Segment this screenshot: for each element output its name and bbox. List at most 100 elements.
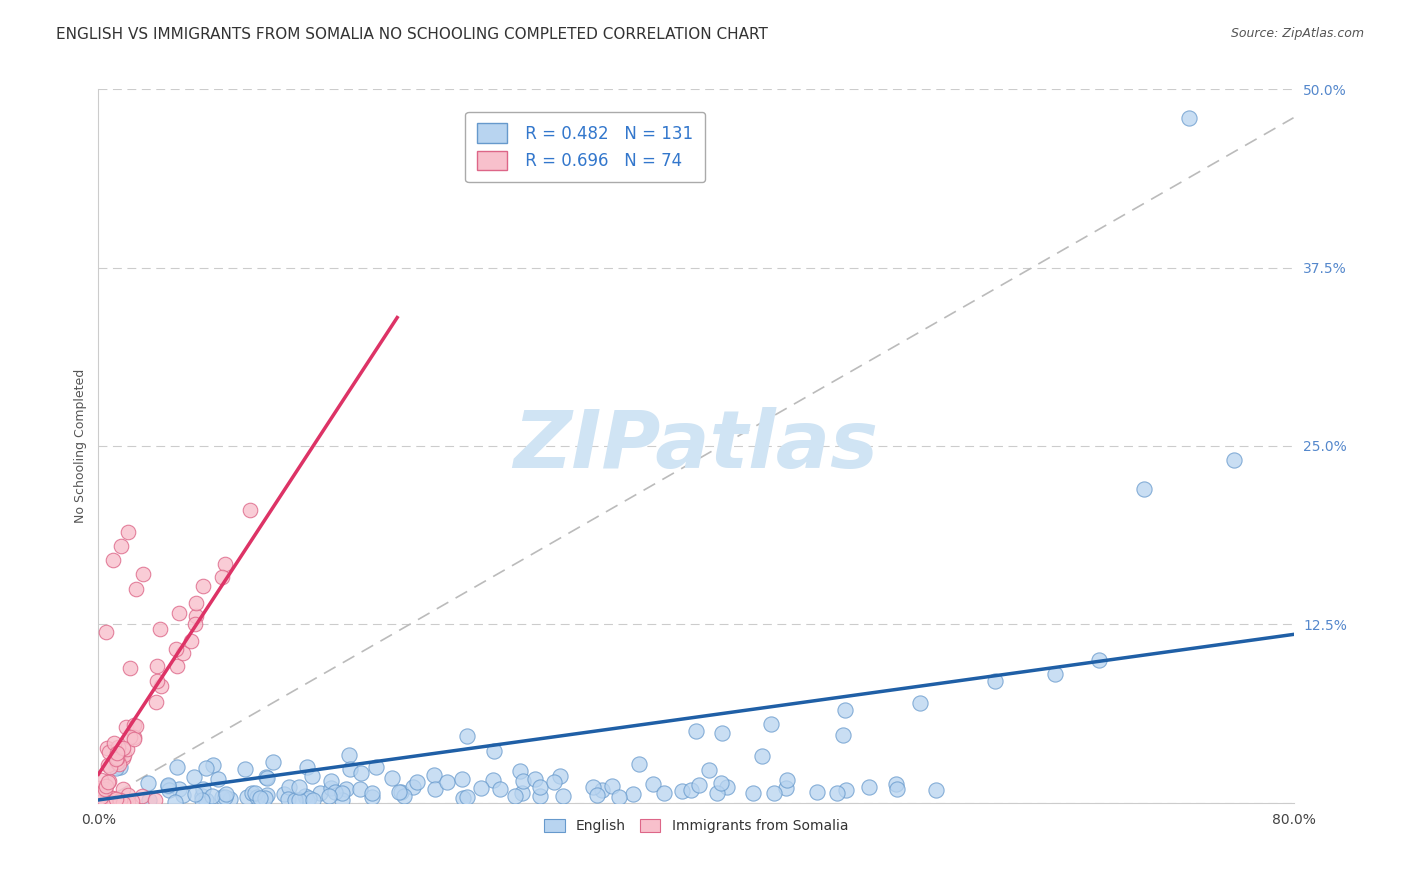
Point [156,779,179,793]
Point [273,787,295,801]
Point [716,780,738,794]
Point [87,781,110,796]
Point [423,781,446,796]
Point [136,776,159,790]
Point [628,756,651,771]
Point [886,781,908,796]
Point [489,782,512,797]
Point [112,796,135,810]
Point [90,788,112,802]
Point [806,785,828,799]
Point [97,774,120,789]
Point [191,782,214,797]
Point [219,792,242,806]
Point [125,582,148,596]
Point [456,789,478,804]
Point [169,606,191,620]
Point [131,789,153,803]
Point [149,622,172,636]
Point [335,781,357,796]
Point [103,736,125,750]
Point [775,780,797,795]
Point [858,780,880,794]
Point [118,661,141,675]
Point [214,789,236,804]
Point [543,775,565,789]
Point [548,769,571,783]
Point [191,789,214,804]
Point [108,760,131,774]
Point [1223,453,1246,467]
Point [1133,482,1156,496]
Point [451,772,474,787]
Point [553,789,575,804]
Point [150,680,173,694]
Point [388,785,411,799]
Point [122,730,145,744]
Point [156,779,179,793]
Point [96,779,118,793]
Point [103,553,125,567]
Point [108,753,131,767]
Point [323,785,346,799]
Point [253,791,276,805]
Point [482,772,505,787]
Point [239,503,262,517]
Point [96,741,118,756]
Point [101,790,124,805]
Point [90,796,112,810]
Point [97,757,120,772]
Point [165,641,187,656]
Point [509,764,531,778]
Point [256,788,278,802]
Point [104,792,127,806]
Point [360,786,382,800]
Point [389,785,412,799]
Point [321,780,343,795]
Point [262,755,284,769]
Point [402,780,425,794]
Point [685,724,707,739]
Point [681,783,703,797]
Point [117,741,139,756]
Point [125,719,148,733]
Point [330,793,353,807]
Point [350,765,373,780]
Point [884,776,907,790]
Point [233,762,256,776]
Point [89,792,111,806]
Point [98,745,121,759]
Point [825,786,848,800]
Point [512,774,534,789]
Point [908,696,931,710]
Point [254,770,277,784]
Point [89,795,111,809]
Point [423,768,446,782]
Point [172,788,194,802]
Point [111,794,134,808]
Point [98,795,121,809]
Point [105,750,128,764]
Point [124,718,146,732]
Point [163,795,186,809]
Point [172,646,194,660]
Point [108,793,131,807]
Point [582,780,605,794]
Point [186,608,208,623]
Point [117,524,139,539]
Point [94,795,117,809]
Point [240,786,263,800]
Point [278,780,301,795]
Point [456,729,478,743]
Point [1178,111,1201,125]
Point [98,760,121,774]
Point [349,781,371,796]
Point [295,760,318,774]
Point [115,795,138,809]
Point [191,793,214,807]
Point [405,775,427,789]
Text: Source: ZipAtlas.com: Source: ZipAtlas.com [1230,27,1364,40]
Point [337,747,360,762]
Point [117,795,139,809]
Point [654,786,676,800]
